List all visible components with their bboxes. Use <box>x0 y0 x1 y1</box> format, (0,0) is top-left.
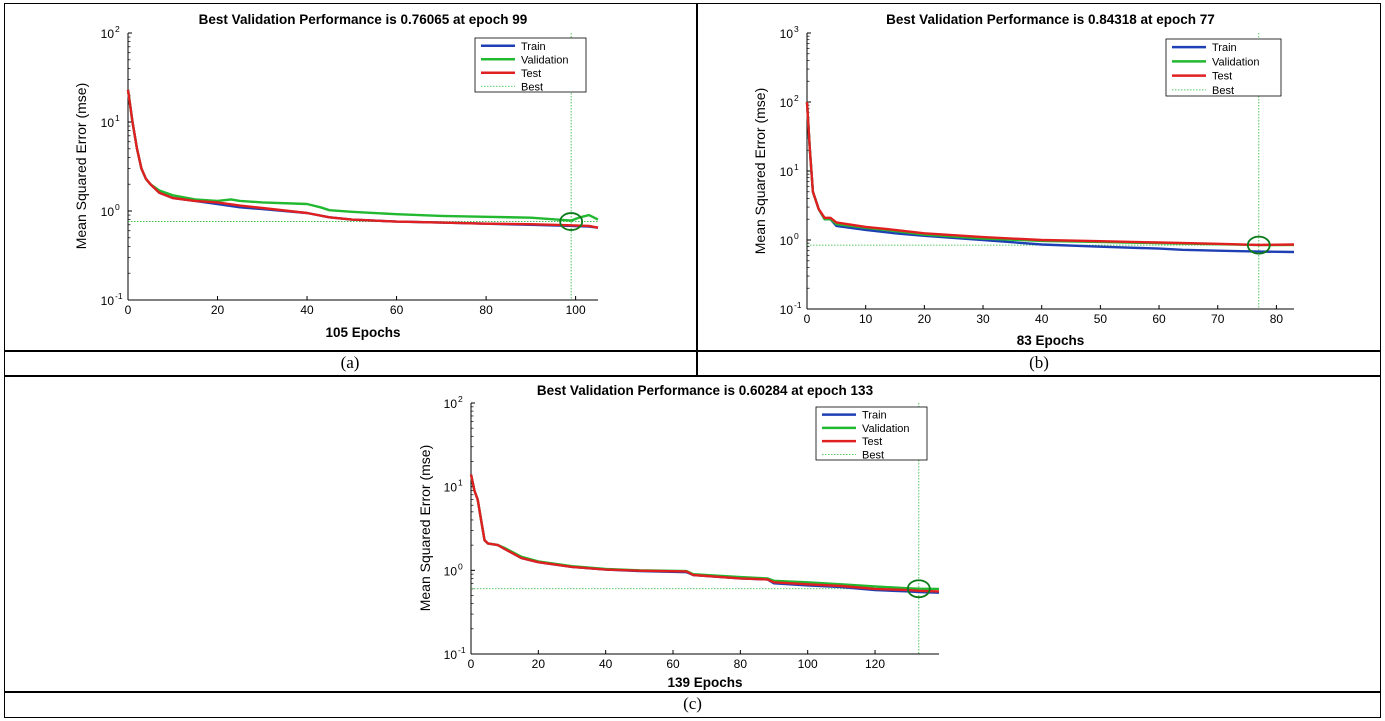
x-tick-label: 100 <box>798 657 818 671</box>
x-tick-label: 40 <box>300 303 314 317</box>
y-tick-label: 10 <box>444 397 458 411</box>
y-tick-label: 10 <box>780 96 794 110</box>
x-tick-label: 60 <box>1152 312 1166 326</box>
y-tick-label: 10 <box>101 116 115 130</box>
x-tick-label: 10 <box>859 312 873 326</box>
x-tick-label: 20 <box>211 303 225 317</box>
legend-label-validation: Validation <box>862 423 910 435</box>
best-point-circle <box>1246 235 1271 255</box>
x-tick-label: 120 <box>865 657 885 671</box>
y-tick-exponent: 1 <box>794 162 799 172</box>
caption-a: (a) <box>340 353 360 372</box>
y-tick-label: 10 <box>780 303 794 317</box>
x-tick-label: 60 <box>666 657 680 671</box>
y-tick-label: 10 <box>444 648 458 662</box>
y-tick-label: 10 <box>780 27 794 41</box>
y-axis-label: Mean Squared Error (mse) <box>417 445 433 612</box>
y-tick-exponent: 1 <box>115 113 120 123</box>
x-tick-label: 100 <box>566 303 586 317</box>
y-tick-exponent: 2 <box>115 24 120 34</box>
y-tick-label: 10 <box>444 564 458 578</box>
legend-box <box>815 406 928 461</box>
chart-title: Best Validation Performance is 0.76065 a… <box>199 12 528 27</box>
y-tick-label: 10 <box>101 294 115 308</box>
legend-label-test: Test <box>862 436 882 448</box>
chart-title: Best Validation Performance is 0.60284 a… <box>537 383 874 398</box>
legend-label-validation: Validation <box>521 54 569 66</box>
x-tick-label: 40 <box>1035 312 1049 326</box>
y-tick-exponent: 0 <box>458 561 463 571</box>
figure-frame <box>4 3 1381 718</box>
legend-label-test: Test <box>521 68 541 80</box>
caption-c: (c) <box>683 694 702 713</box>
x-axis-label: 83 Epochs <box>1017 333 1085 348</box>
x-tick-label: 40 <box>599 657 613 671</box>
legend-label-test: Test <box>1212 71 1232 83</box>
x-tick-label: 20 <box>918 312 932 326</box>
chart-title: Best Validation Performance is 0.84318 a… <box>886 12 1215 27</box>
legend-label-train: Train <box>862 410 887 422</box>
y-tick-label: 10 <box>444 481 458 495</box>
best-point-circle <box>559 212 584 231</box>
row-divider-top-captions <box>4 350 1381 352</box>
x-tick-label: 70 <box>1211 312 1225 326</box>
legend-label-best: Best <box>521 81 543 93</box>
y-tick-label: 10 <box>780 234 794 248</box>
legend-label-train: Train <box>1212 42 1237 54</box>
y-tick-exponent: -1 <box>458 645 466 655</box>
x-axis-label: 139 Epochs <box>667 675 742 690</box>
series-line-test <box>126 89 599 229</box>
x-tick-label: 80 <box>734 657 748 671</box>
series-line-test <box>805 101 1295 247</box>
y-tick-exponent: 0 <box>115 202 120 212</box>
y-tick-label: 10 <box>101 27 115 41</box>
x-tick-label: 60 <box>390 303 404 317</box>
series-line-validation <box>805 101 1295 247</box>
y-axis-label: Mean Squared Error (mse) <box>752 88 768 255</box>
y-tick-exponent: 2 <box>794 93 799 103</box>
legend-box <box>1165 38 1282 97</box>
legend-label-best: Best <box>862 449 884 461</box>
x-tick-label: 0 <box>804 312 811 326</box>
x-tick-label: 0 <box>468 657 475 671</box>
y-tick-label: 10 <box>101 205 115 219</box>
legend-label-train: Train <box>521 41 546 53</box>
x-axis-label: 105 Epochs <box>325 325 400 340</box>
series-line-train <box>126 89 599 229</box>
series-line-test <box>469 474 940 593</box>
legend-label-validation: Validation <box>1212 56 1260 68</box>
x-tick-label: 20 <box>532 657 546 671</box>
y-axis-label: Mean Squared Error (mse) <box>73 83 89 250</box>
y-tick-exponent: 2 <box>458 394 463 404</box>
legend-label-best: Best <box>1212 85 1234 97</box>
y-tick-exponent: 1 <box>458 478 463 488</box>
row-divider-bottom-caption <box>4 691 1381 693</box>
legend-box <box>474 37 587 93</box>
x-tick-label: 80 <box>1270 312 1284 326</box>
x-tick-label: 80 <box>479 303 493 317</box>
y-tick-exponent: -1 <box>794 300 802 310</box>
y-tick-label: 10 <box>780 165 794 179</box>
y-tick-exponent: 3 <box>794 24 799 34</box>
best-point-circle <box>906 579 931 599</box>
x-tick-label: 50 <box>1094 312 1108 326</box>
y-tick-exponent: -1 <box>115 291 123 301</box>
caption-b: (b) <box>1029 353 1049 372</box>
x-tick-label: 30 <box>976 312 990 326</box>
x-tick-label: 0 <box>125 303 132 317</box>
row-divider-middle <box>4 375 1381 377</box>
series-line-validation <box>469 474 940 591</box>
column-divider <box>696 3 698 376</box>
y-tick-exponent: 0 <box>794 231 799 241</box>
